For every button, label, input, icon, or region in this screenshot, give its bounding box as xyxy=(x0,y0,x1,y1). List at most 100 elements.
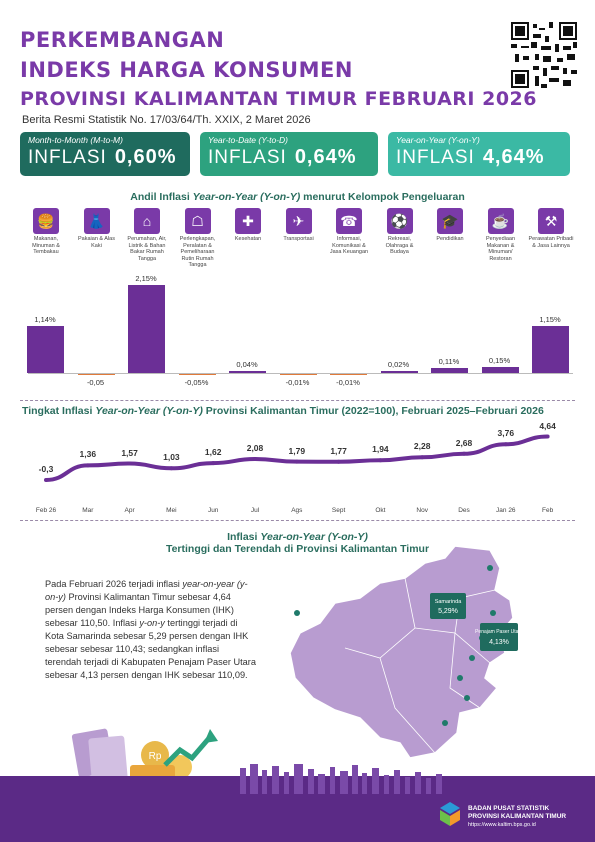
yoy-value-label: 1,77 xyxy=(330,445,347,456)
yoy-x-label: Jun xyxy=(207,507,219,514)
org-url[interactable]: https://www.kaltim.bps.go.id xyxy=(468,821,536,828)
andil-value-label: 0,04% xyxy=(236,360,258,369)
yoy-x-label: Ags xyxy=(291,507,303,514)
category-label: Kesehatan xyxy=(234,236,262,242)
qr-code-icon[interactable] xyxy=(511,22,577,88)
footer-band xyxy=(0,764,595,842)
food-icon: 🍔 xyxy=(33,208,59,234)
line-title-a: Tingkat Inflasi xyxy=(22,405,96,417)
yoy-value-label: -0,3 xyxy=(38,464,54,474)
card-word: INFLASI xyxy=(208,147,287,168)
andil-value-label: 0,02% xyxy=(387,360,410,369)
bps-org: BADAN PUSAT STATISTIK PROVINSI KALIMANTA… xyxy=(468,805,566,829)
category-label: Pendidikan xyxy=(436,236,464,242)
yoy-x-label: Feb 26 xyxy=(35,507,57,514)
inflation-card-ytd: Year-to-Date (Y-to-D) INFLASI 0,64% xyxy=(200,132,378,176)
andil-bar xyxy=(330,373,367,375)
category-3: ☖ Perlengkapan, Peralatan & Pemeliharaan … xyxy=(175,208,221,269)
yoy-point xyxy=(85,463,90,468)
graduation-icon: 🎓 xyxy=(437,208,463,234)
category-4: ✚ Kesehatan xyxy=(225,208,271,243)
yoy-point xyxy=(545,434,550,439)
yoy-point xyxy=(503,442,508,447)
subtitle: Berita Resmi Statistik No. 17/03/64/Th. … xyxy=(22,114,311,126)
category-7: ⚽ Rekreasi, Olahraga & Budaya xyxy=(377,208,423,256)
yoy-x-label: Okt xyxy=(375,507,386,514)
org-line-1: BADAN PUSAT STATISTIK xyxy=(468,805,550,812)
andil-value-label: 0,11% xyxy=(438,357,460,367)
andil-value-label: 2,15% xyxy=(135,273,157,283)
andil-value-label: 0,15% xyxy=(488,355,511,365)
andil-value-label: -0,05% xyxy=(184,378,209,387)
title-line-1: PERKEMBANGAN xyxy=(20,28,225,52)
yoy-value-label: 1,94 xyxy=(372,444,389,455)
org-line-2: PROVINSI KALIMANTAN TIMUR xyxy=(468,813,567,821)
yoy-value-label: 2,08 xyxy=(246,443,264,454)
category-label: Perumahan, Air, Listrik & Bahan Bakar Ru… xyxy=(127,236,167,262)
plane-icon: ✈ xyxy=(285,208,312,234)
card-value: 0,60% xyxy=(114,146,177,168)
para-1: Pada Februari 2026 terjadi inflasi xyxy=(45,579,183,589)
line-chart-title: Tingkat Inflasi Year-on-Year (Y-on-Y) Pr… xyxy=(22,405,544,417)
appliance-icon: ☖ xyxy=(184,208,211,234)
category-label: Rekreasi, Olahraga & Budaya xyxy=(385,236,414,256)
money-illustration-icon: Rp xyxy=(71,728,218,783)
category-9: ☕ Penyediaan Makanan & Minuman/ Restoran xyxy=(478,208,524,262)
andil-value-label: -0,05 xyxy=(86,378,105,387)
para-italic: year-on-year (y-on-y) xyxy=(45,579,248,603)
andil-bar xyxy=(27,326,64,373)
dress-icon: 👗 xyxy=(83,208,110,234)
card-value: 0,64% xyxy=(294,146,357,168)
category-label: Penyediaan Makanan & Minuman/ Restoran xyxy=(485,236,516,262)
yoy-value-label: 1,36 xyxy=(79,449,97,460)
card-label: Year-on-Year (Y-on-Y) xyxy=(396,135,480,145)
callout-ppu-name: Penajam Paser Utara xyxy=(475,629,523,635)
yoy-point xyxy=(169,466,174,471)
yoy-x-label: Des xyxy=(458,507,470,514)
inflation-card-yoy: Year-on-Year (Y-on-Y) INFLASI 4,64% xyxy=(388,132,570,176)
category-0: 🍔 Makanan, Minuman & Tembakau xyxy=(23,208,69,256)
phone-icon: ☎ xyxy=(336,208,362,234)
yoy-value-label: 1,03 xyxy=(163,452,180,463)
yoy-x-label: Apr xyxy=(124,507,135,514)
andil-value-label: 1,14% xyxy=(34,315,56,325)
yoy-point xyxy=(253,457,257,462)
yoy-value-label: 4,64 xyxy=(539,420,556,431)
sport-icon: ⚽ xyxy=(386,208,413,234)
category-2: ⌂ Perumahan, Air, Listrik & Bahan Bakar R… xyxy=(124,208,170,262)
kaltim-map: Samarinda 5,29% Penajam Paser Utara 4,13… xyxy=(289,545,523,759)
category-label: Makanan, Minuman & Tembakau xyxy=(32,236,60,256)
yoy-x-label: Feb xyxy=(541,507,554,514)
restaurant-icon: ☕ xyxy=(487,208,514,234)
andil-bar xyxy=(532,325,569,373)
yoy-x-label: Nov xyxy=(416,507,428,514)
yoy-value-label: 2,28 xyxy=(413,441,431,452)
yoy-point xyxy=(294,459,299,464)
yoy-x-label: Jan 26 xyxy=(496,507,516,514)
yoy-point xyxy=(336,459,341,464)
yoy-x-label: Jul xyxy=(250,507,260,514)
yoy-point xyxy=(420,455,425,460)
category-6: ☎ Informasi, Komunikasi & Jasa Keuangan xyxy=(326,208,372,256)
title-line-3: PROVINSI KALIMANTAN TIMUR FEBRUARI 2026 xyxy=(20,88,537,110)
yoy-point xyxy=(211,461,216,466)
andil-bar xyxy=(128,284,165,373)
line-title-c: Provinsi Kalimantan Timur (2022=100), Fe… xyxy=(202,405,544,417)
category-label: Perlengkapan, Peralatan & Pemeliharaan R… xyxy=(179,236,216,269)
house-icon: ⌂ xyxy=(134,208,160,234)
andil-axis xyxy=(28,373,573,374)
tools-icon: ⚒ xyxy=(538,208,564,234)
andil-value-label: -0,01% xyxy=(285,378,310,387)
category-10: ⚒ Perawatan Pribadi & Jasa Lainnya xyxy=(528,208,574,249)
para-3: tertinggi terjadi di Kota Samarinda sebe… xyxy=(45,618,256,681)
andil-title-c: menurut Kelompok Pengeluaran xyxy=(300,191,465,203)
card-word: INFLASI xyxy=(396,147,475,168)
card-label: Year-to-Date (Y-to-D) xyxy=(208,135,288,145)
yoy-x-label: Mei xyxy=(166,507,177,514)
andil-bar xyxy=(77,373,115,375)
category-label: Pakaian & Alas Kaki xyxy=(78,236,115,249)
yoy-x-label: Mar xyxy=(82,507,94,514)
divider xyxy=(20,520,575,521)
yoy-value-label: 1,62 xyxy=(204,447,222,458)
yoy-x-label: Sept xyxy=(331,507,346,514)
